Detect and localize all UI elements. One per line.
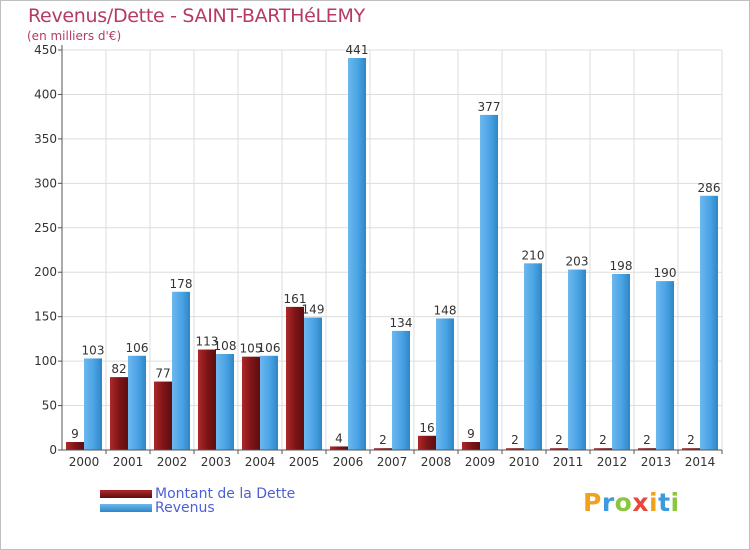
bar-revenue-2012 bbox=[612, 274, 630, 450]
x-tick-label-2010: 2010 bbox=[509, 455, 540, 469]
bar-debt-2011 bbox=[550, 448, 568, 450]
bar-debt-2009 bbox=[462, 442, 480, 450]
bar-revenue-2006 bbox=[348, 58, 366, 450]
x-tick-label-2005: 2005 bbox=[289, 455, 320, 469]
x-tick-label-2007: 2007 bbox=[377, 455, 408, 469]
x-tick-label-2009: 2009 bbox=[465, 455, 496, 469]
legend-swatch-revenue bbox=[100, 504, 152, 512]
data-label-debt-2009: 9 bbox=[467, 427, 475, 441]
bar-revenue-2001 bbox=[128, 355, 146, 450]
bar-debt-2000 bbox=[66, 442, 84, 450]
data-label-debt-2010: 2 bbox=[511, 433, 519, 447]
y-tick-label: 300 bbox=[34, 176, 57, 190]
data-label-revenue-2007: 134 bbox=[390, 316, 413, 330]
data-label-revenue-2014: 286 bbox=[698, 181, 721, 195]
bar-debt-2008 bbox=[418, 435, 436, 450]
data-label-debt-2007: 2 bbox=[379, 433, 387, 447]
data-label-revenue-2010: 210 bbox=[522, 248, 545, 262]
bar-revenue-2004 bbox=[260, 355, 278, 450]
data-label-debt-2014: 2 bbox=[687, 433, 695, 447]
data-label-debt-2011: 2 bbox=[555, 433, 563, 447]
bar-debt-2002 bbox=[154, 381, 172, 450]
data-label-debt-2008: 16 bbox=[419, 421, 434, 435]
x-tick-label-2013: 2013 bbox=[641, 455, 672, 469]
data-label-revenue-2009: 377 bbox=[478, 100, 501, 114]
data-label-debt-2012: 2 bbox=[599, 433, 607, 447]
y-tick-label: 250 bbox=[34, 221, 57, 235]
legend-item-revenue: Revenus bbox=[100, 500, 215, 516]
data-label-revenue-2013: 190 bbox=[654, 266, 677, 280]
y-tick-label: 400 bbox=[34, 87, 57, 101]
data-label-revenue-2012: 198 bbox=[610, 259, 633, 273]
data-label-revenue-2002: 178 bbox=[170, 277, 193, 291]
bar-revenue-2010 bbox=[524, 263, 542, 450]
bar-revenue-2011 bbox=[568, 269, 586, 450]
bar-debt-2012 bbox=[594, 448, 612, 450]
data-label-debt-2004: 105 bbox=[240, 342, 263, 356]
bar-debt-2003 bbox=[198, 349, 216, 450]
x-tick-label-2006: 2006 bbox=[333, 455, 364, 469]
y-tick-label: 100 bbox=[34, 354, 57, 368]
chart-unit-label: (en milliers d'€) bbox=[27, 29, 122, 43]
data-label-debt-2013: 2 bbox=[643, 433, 651, 447]
x-tick-label-2002: 2002 bbox=[157, 455, 188, 469]
data-label-debt-2001: 82 bbox=[111, 362, 126, 376]
bar-revenue-2000 bbox=[84, 358, 102, 450]
bar-revenue-2008 bbox=[436, 318, 454, 450]
x-tick-label-2011: 2011 bbox=[553, 455, 584, 469]
y-tick-label: 350 bbox=[34, 132, 57, 146]
legend-label-debt: Montant de la Dette bbox=[155, 486, 296, 502]
y-tick-label: 450 bbox=[34, 43, 57, 57]
legend-swatch-debt bbox=[100, 490, 152, 498]
bar-revenue-2002 bbox=[172, 291, 190, 450]
x-tick-label-2008: 2008 bbox=[421, 455, 452, 469]
data-label-revenue-2003: 108 bbox=[214, 339, 237, 353]
x-tick-label-2003: 2003 bbox=[201, 455, 232, 469]
y-tick-label: 0 bbox=[49, 443, 57, 457]
bar-revenue-2014 bbox=[700, 195, 718, 450]
x-tick-label-2014: 2014 bbox=[685, 455, 716, 469]
bar-debt-2007 bbox=[374, 448, 392, 450]
x-tick-label-2001: 2001 bbox=[113, 455, 144, 469]
bar-debt-2014 bbox=[682, 448, 700, 450]
bar-revenue-2003 bbox=[216, 354, 234, 450]
data-label-revenue-2005: 149 bbox=[302, 303, 325, 317]
data-label-debt-2000: 9 bbox=[71, 427, 79, 441]
x-tick-label-2000: 2000 bbox=[69, 455, 100, 469]
x-tick-label-2004: 2004 bbox=[245, 455, 276, 469]
bar-revenue-2007 bbox=[392, 330, 410, 450]
data-label-revenue-2008: 148 bbox=[434, 303, 457, 317]
data-label-revenue-2006: 441 bbox=[346, 43, 369, 57]
bar-revenue-2013 bbox=[656, 281, 674, 450]
data-label-debt-2006: 4 bbox=[335, 431, 343, 445]
legend-label-revenue: Revenus bbox=[155, 500, 215, 516]
data-label-revenue-2011: 203 bbox=[566, 255, 589, 269]
y-tick-label: 150 bbox=[34, 310, 57, 324]
chart-title: Revenus/Dette - SAINT-BARTHéLEMY bbox=[28, 5, 365, 27]
legend-item-debt: Montant de la Dette bbox=[100, 486, 295, 502]
data-label-debt-2005: 161 bbox=[284, 292, 307, 306]
bar-debt-2010 bbox=[506, 448, 524, 450]
bar-revenue-2005 bbox=[304, 317, 322, 450]
bar-debt-2001 bbox=[110, 377, 128, 450]
data-label-debt-2002: 77 bbox=[155, 367, 170, 381]
bar-revenue-2009 bbox=[480, 114, 498, 450]
bar-debt-2013 bbox=[638, 448, 656, 450]
y-tick-label: 200 bbox=[34, 265, 57, 279]
data-label-revenue-2004: 106 bbox=[258, 341, 281, 355]
bar-debt-2006 bbox=[330, 446, 348, 450]
y-tick-label: 50 bbox=[42, 399, 57, 413]
brand-logo: Proxiti bbox=[583, 488, 680, 517]
data-label-revenue-2000: 103 bbox=[82, 343, 105, 357]
x-tick-label-2012: 2012 bbox=[597, 455, 628, 469]
bar-debt-2004 bbox=[242, 356, 260, 450]
data-label-revenue-2001: 106 bbox=[126, 341, 149, 355]
bar-debt-2005 bbox=[286, 306, 304, 450]
data-label-debt-2003: 113 bbox=[196, 335, 219, 349]
